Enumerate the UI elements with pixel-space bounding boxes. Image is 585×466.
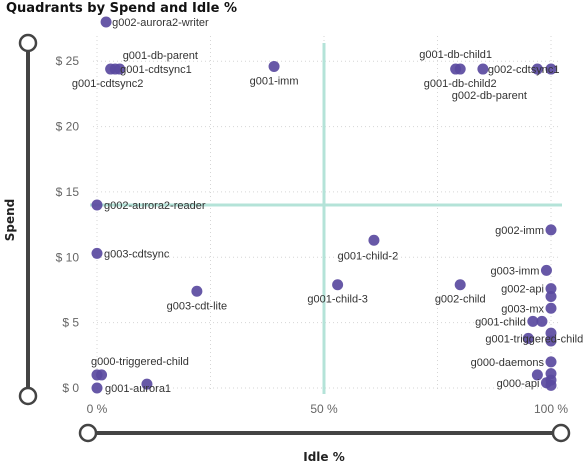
data-point[interactable] — [454, 279, 466, 291]
y-tick-label: $ 5 — [62, 316, 79, 330]
x-tick-label: 100 % — [534, 402, 568, 416]
data-point[interactable] — [527, 315, 539, 327]
y-tick-label: $ 0 — [62, 381, 79, 395]
data-point[interactable] — [141, 378, 153, 390]
data-point[interactable] — [91, 247, 103, 259]
data-label: g002-imm — [495, 225, 544, 237]
data-point[interactable] — [545, 283, 557, 295]
data-point[interactable] — [545, 302, 557, 314]
data-label: g001-cdtsync2 — [72, 78, 144, 90]
chart-title: Quadrants by Spend and Idle % — [6, 1, 238, 16]
x-tick-label: 50 % — [310, 402, 338, 416]
data-point[interactable] — [100, 16, 112, 28]
data-label: g002-api — [501, 284, 544, 296]
data-point[interactable] — [545, 335, 557, 347]
data-point[interactable] — [332, 279, 344, 291]
data-label: g003-cdtsync — [104, 248, 170, 260]
data-point[interactable] — [540, 264, 552, 276]
data-label: g001-triggered-child — [485, 333, 583, 345]
data-point[interactable] — [531, 369, 543, 381]
y-tick-label: $ 15 — [56, 185, 80, 199]
data-label: g002-cdtsync1 — [488, 64, 560, 76]
data-labels: g002-aurora2-writer g001-db-parent g001-cd… — [72, 17, 583, 395]
data-label: g001-imm — [250, 75, 299, 87]
data-label: g002-child — [435, 294, 486, 306]
y-range-slider[interactable] — [18, 33, 38, 406]
reference-lines — [90, 43, 562, 394]
data-label: g001-child — [475, 316, 526, 328]
data-point[interactable] — [545, 63, 557, 75]
data-label: g002-db-parent — [452, 90, 527, 102]
x-range-slider[interactable] — [78, 423, 571, 443]
data-point[interactable] — [96, 369, 108, 381]
data-label: g003-imm — [491, 265, 540, 277]
data-label: g000-api — [497, 378, 540, 390]
data-point[interactable] — [536, 315, 548, 327]
data-label: g001-child-2 — [338, 250, 399, 262]
data-point[interactable] — [545, 379, 557, 391]
x-axis-title: Idle % — [303, 450, 345, 464]
data-label: g001-db-parent — [123, 50, 198, 62]
data-point[interactable] — [368, 234, 380, 246]
data-point[interactable] — [545, 291, 557, 302]
data-label: g002-aurora2-writer — [112, 17, 209, 29]
data-point[interactable] — [105, 63, 117, 75]
y-tick-label: $ 10 — [56, 250, 80, 264]
y-tick-label: $ 25 — [56, 54, 80, 68]
data-label: g001-cdtsync1 — [120, 64, 192, 76]
x-tick-label: 0 % — [87, 402, 108, 416]
data-point[interactable] — [477, 63, 489, 75]
x-slider-left-handle[interactable] — [78, 423, 98, 443]
data-point[interactable] — [531, 63, 543, 75]
data-point[interactable] — [545, 356, 557, 368]
data-point[interactable] — [91, 382, 103, 394]
data-point[interactable] — [545, 327, 557, 339]
data-label: g001-db-child1 — [419, 49, 492, 61]
data-point[interactable] — [268, 60, 280, 72]
data-points — [91, 16, 557, 394]
data-label: g003-cdt-lite — [167, 300, 228, 312]
tick-labels: $ 0 $ 5 $ 10 $ 15 $ 20 $ 25 0 % 50 % 100 % — [56, 54, 569, 416]
data-point[interactable] — [191, 285, 203, 297]
y-axis-title: Spend — [3, 199, 17, 242]
data-label: g000-triggered-child — [91, 356, 189, 368]
data-label: g003-mx — [501, 303, 544, 315]
data-point[interactable] — [454, 63, 466, 75]
data-label: g001-child-3 — [307, 294, 368, 306]
data-point[interactable] — [545, 224, 557, 236]
x-slider-right-handle[interactable] — [551, 423, 571, 443]
y-tick-label: $ 20 — [56, 120, 80, 134]
data-label: g002-aurora2-reader — [104, 200, 206, 212]
data-point[interactable] — [522, 332, 534, 344]
data-label: g001-db-child2 — [424, 78, 497, 90]
data-label: g000-daemons — [471, 357, 545, 369]
y-slider-top-handle[interactable] — [18, 33, 38, 53]
data-label: g001-aurora1 — [105, 383, 171, 395]
y-slider-bottom-handle[interactable] — [18, 386, 38, 406]
data-point[interactable] — [91, 199, 103, 211]
